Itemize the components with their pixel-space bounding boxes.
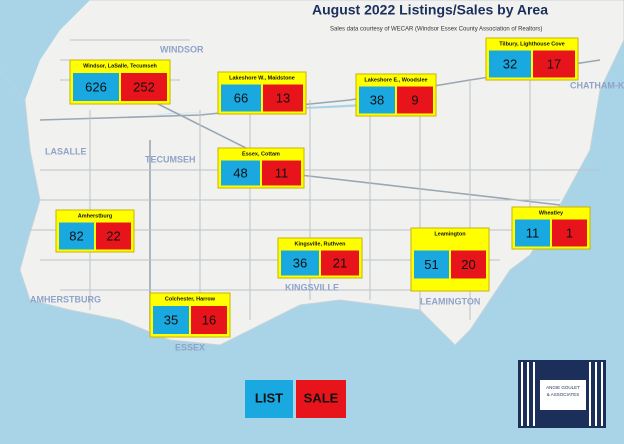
list-box (414, 250, 449, 279)
list-count: 11 (526, 225, 540, 240)
sale-count: 22 (106, 228, 120, 243)
place-label: WINDSOR (160, 44, 204, 54)
area-name: Wheatley (539, 210, 564, 216)
sale-count: 21 (333, 255, 347, 270)
list-count: 38 (370, 92, 384, 107)
area-name: Leamington (434, 231, 466, 237)
place-label: LASALLE (45, 146, 87, 156)
list-box (281, 250, 319, 276)
sale-box (96, 222, 131, 250)
list-box (515, 219, 550, 247)
area-name: Tilbury, Lighthouse Cove (499, 41, 565, 47)
list-count: 66 (234, 90, 248, 105)
subtitle: Sales data courtesy of WECAR (Windsor Es… (330, 27, 542, 33)
list-box (153, 306, 189, 334)
list-count: 51 (424, 257, 438, 272)
sale-box (451, 250, 486, 279)
sale-box (533, 50, 575, 78)
area-name: Windsor, LaSalle, Tecumseh (83, 63, 157, 69)
list-count: 35 (164, 312, 178, 327)
list-count: 82 (69, 228, 83, 243)
sale-box (552, 219, 587, 247)
sale-count: 1 (566, 225, 573, 240)
legend-sale: SALE (304, 390, 339, 405)
sale-box (263, 84, 303, 112)
sale-box (397, 86, 433, 114)
river (0, 0, 90, 100)
place-label: AMHERSTBURG (30, 294, 101, 304)
list-box (59, 222, 94, 250)
logo-line1: ANGIE GOULET (546, 385, 580, 390)
title: August 2022 Listings/Sales by Area (312, 2, 548, 18)
sale-box (262, 160, 301, 186)
place-label: KINGSVILLE (285, 282, 339, 292)
legend-list: LIST (255, 390, 283, 405)
sale-box (321, 250, 359, 276)
sale-box (121, 73, 167, 101)
place-label: LEAMINGTON (420, 296, 480, 306)
sale-count: 11 (275, 165, 289, 180)
list-box (489, 50, 531, 78)
sale-count: 16 (202, 312, 216, 327)
list-count: 48 (233, 165, 247, 180)
area-name: Colchester, Harrow (165, 296, 216, 302)
area-name: Lakeshore E., Woodslee (364, 77, 427, 83)
sale-count: 9 (411, 92, 418, 107)
area-name: Essex, Cottam (242, 151, 280, 157)
sale-count: 20 (461, 257, 475, 272)
area-name: Kingsville, Ruthven (294, 241, 346, 247)
legend-list-swatch (245, 380, 293, 418)
list-count: 36 (293, 255, 307, 270)
area-name: Amherstburg (78, 213, 113, 219)
place-label: TECUMSEH (145, 154, 196, 164)
area-name: Lakeshore W., Maidstone (229, 75, 295, 81)
list-box (359, 86, 395, 114)
sale-count: 13 (276, 90, 290, 105)
list-box (221, 84, 261, 112)
logo-line2: & ASSOCIATES (547, 392, 579, 397)
sale-count: 252 (133, 79, 155, 94)
list-count: 626 (85, 79, 107, 94)
legend-sale-swatch (296, 380, 346, 418)
place-label: ESSEX (175, 342, 205, 352)
sale-box (191, 306, 227, 334)
list-count: 32 (503, 56, 517, 71)
place-label: CHATHAM-KENT (570, 80, 624, 90)
logo: ANGIE GOULET & ASSOCIATES (518, 360, 606, 428)
list-box (73, 73, 119, 101)
sale-count: 17 (547, 56, 561, 71)
list-box (221, 160, 260, 186)
